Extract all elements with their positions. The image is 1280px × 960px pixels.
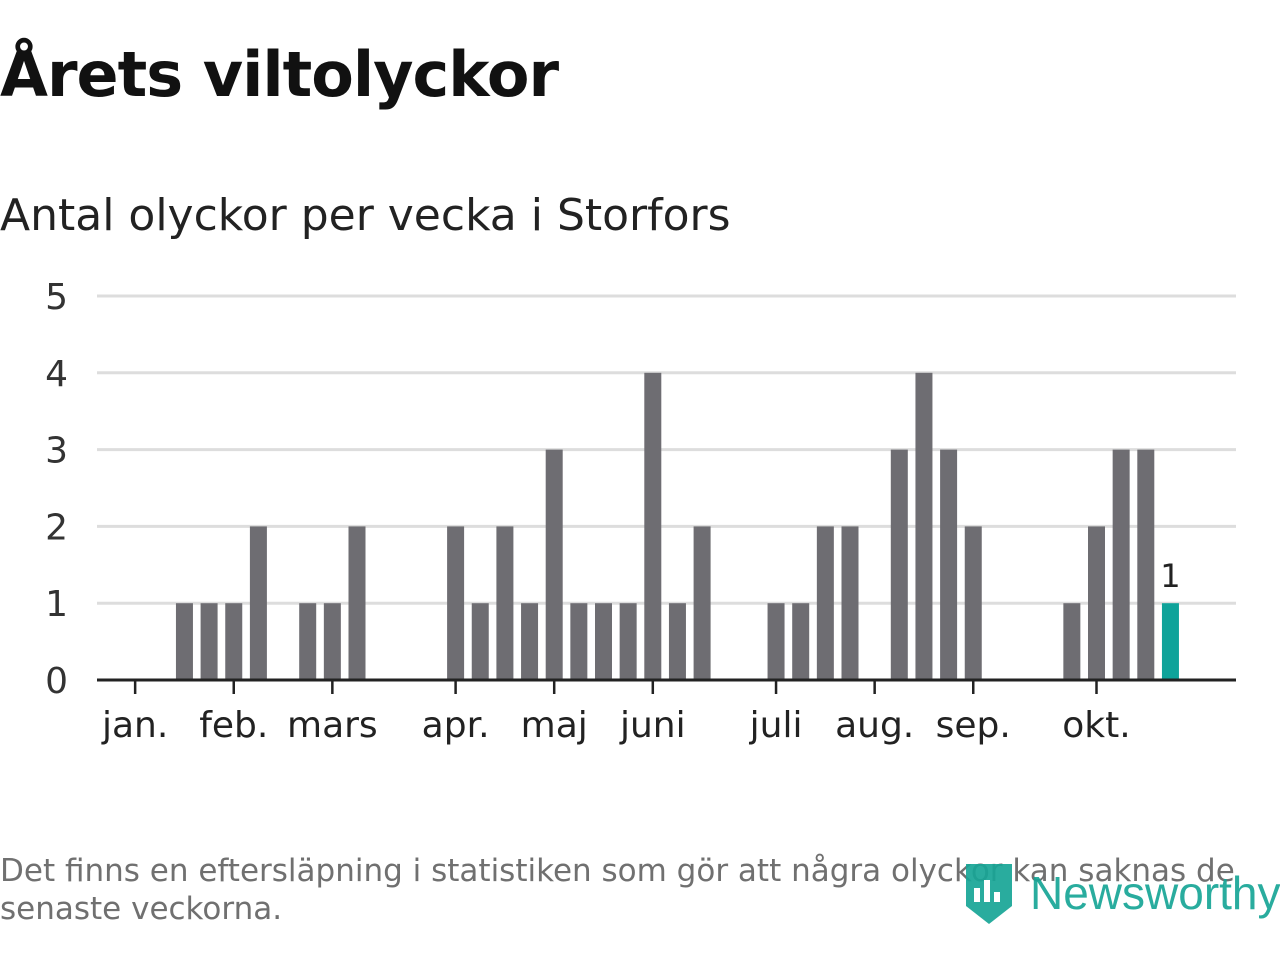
bar bbox=[496, 526, 514, 680]
highlight-bar bbox=[1161, 603, 1179, 680]
bar bbox=[570, 603, 588, 680]
y-tick-label: 1 bbox=[45, 584, 68, 625]
bar bbox=[890, 449, 908, 680]
bar bbox=[323, 603, 341, 680]
x-tick-label: feb. bbox=[199, 705, 268, 746]
bar bbox=[175, 603, 193, 680]
gridlines bbox=[97, 294, 1236, 605]
bar bbox=[767, 603, 785, 680]
bar bbox=[1088, 526, 1105, 680]
y-tick-label: 5 bbox=[45, 277, 68, 318]
bar bbox=[693, 526, 711, 680]
y-tick-label: 0 bbox=[45, 661, 68, 702]
bar bbox=[644, 372, 662, 680]
newsworthy-logo-icon bbox=[966, 864, 1012, 924]
x-tick-label: juni bbox=[619, 705, 686, 746]
x-tick-label: apr. bbox=[422, 705, 490, 746]
x-axis-ticks: jan. feb. mars apr. maj juni juli aug. sep. okt. bbox=[101, 680, 1131, 746]
y-axis-ticks: 0 1 2 3 4 5 bbox=[45, 277, 68, 702]
y-tick-label: 3 bbox=[45, 431, 68, 472]
bar bbox=[940, 449, 958, 680]
bar bbox=[200, 603, 218, 680]
bar bbox=[521, 603, 539, 680]
bar bbox=[668, 603, 686, 680]
chart-title: Årets viltolyckor bbox=[0, 38, 559, 111]
bar bbox=[545, 449, 563, 680]
bar bbox=[225, 603, 243, 680]
bar bbox=[619, 603, 637, 680]
bar bbox=[1137, 449, 1155, 680]
y-tick-label: 4 bbox=[45, 354, 68, 395]
bar bbox=[249, 526, 267, 680]
bar bbox=[471, 603, 489, 680]
newsworthy-logo: Newsworthy bbox=[962, 858, 1280, 928]
bar bbox=[348, 526, 366, 680]
x-tick-label: jan. bbox=[101, 705, 168, 746]
bar bbox=[792, 603, 810, 680]
y-tick-label: 2 bbox=[45, 507, 68, 548]
x-tick-label: aug. bbox=[835, 705, 914, 746]
bar bbox=[1063, 603, 1081, 680]
footnote: Det finns en eftersläpning i statistiken… bbox=[0, 853, 1235, 927]
bar bbox=[915, 372, 933, 680]
bar bbox=[1112, 449, 1130, 680]
chart-subtitle: Antal olyckor per vecka i Storfors bbox=[0, 190, 731, 241]
bar bbox=[964, 526, 982, 680]
bar bbox=[299, 603, 317, 680]
brand-name: Newsworthy bbox=[1030, 867, 1280, 919]
bar-chart: 0 1 2 3 4 5 1 jan. feb. mars apr. maj juni juli aug.… bbox=[45, 277, 1236, 746]
x-tick-label: okt. bbox=[1062, 705, 1130, 746]
bar bbox=[447, 526, 465, 680]
x-tick-label: maj bbox=[521, 705, 588, 746]
x-tick-label: mars bbox=[287, 705, 378, 746]
x-tick-label: sep. bbox=[936, 705, 1011, 746]
bar bbox=[595, 603, 612, 680]
x-tick-label: juli bbox=[749, 705, 803, 746]
highlight-data-label: 1 bbox=[1160, 557, 1180, 595]
bar bbox=[816, 526, 834, 680]
bar bbox=[841, 526, 859, 680]
bars: 1 bbox=[175, 372, 1181, 680]
